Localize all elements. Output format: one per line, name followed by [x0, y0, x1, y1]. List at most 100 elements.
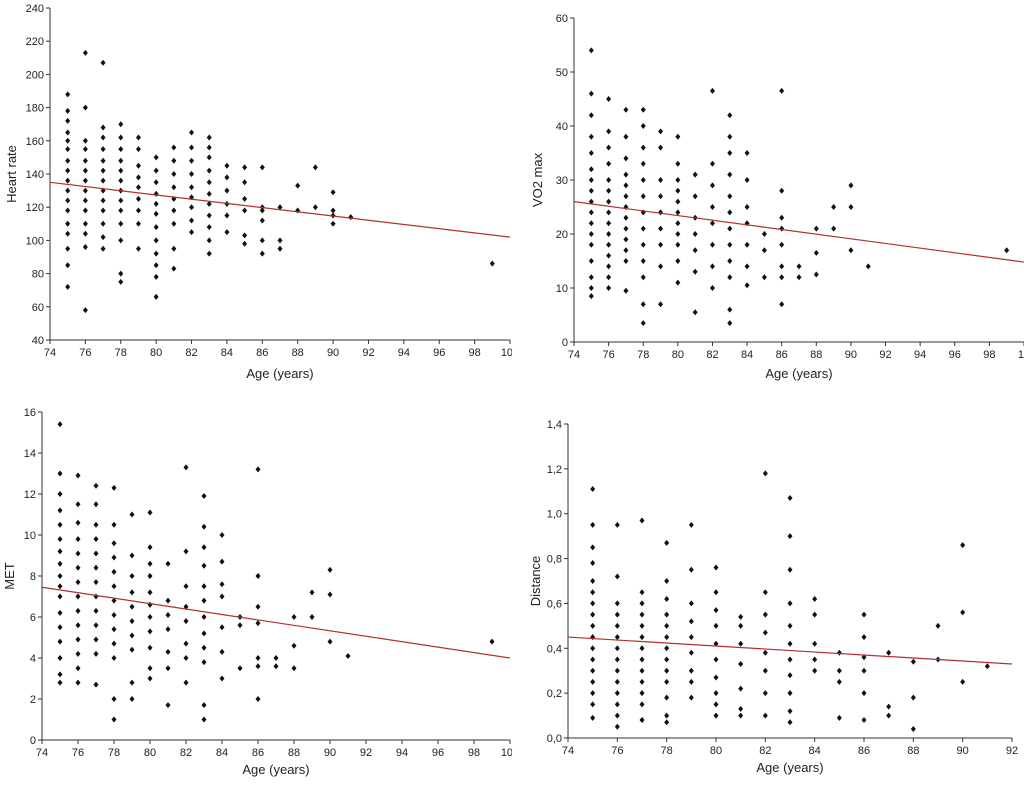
- x-tick-label: 76: [611, 745, 623, 757]
- data-point: [779, 241, 785, 248]
- data-point: [658, 177, 664, 183]
- data-point: [153, 273, 159, 280]
- data-point: [787, 495, 793, 502]
- data-point: [779, 263, 785, 270]
- x-tick-label: 100: [501, 747, 512, 759]
- data-point: [242, 179, 248, 186]
- data-point: [153, 200, 159, 207]
- data-point: [861, 667, 867, 674]
- data-point: [147, 644, 153, 651]
- data-point: [727, 193, 733, 200]
- data-point: [242, 195, 248, 202]
- data-point: [489, 638, 495, 645]
- data-point: [57, 609, 63, 616]
- y-tick-label: 1,4: [547, 419, 562, 431]
- regression-line: [49, 181, 511, 238]
- data-point: [65, 91, 71, 98]
- data-point: [129, 696, 135, 702]
- data-point: [82, 307, 88, 314]
- data-point: [57, 521, 63, 528]
- data-point: [57, 638, 63, 645]
- data-point: [82, 137, 88, 144]
- y-tick-label: 10: [556, 283, 568, 295]
- data-point: [224, 212, 230, 219]
- data-point: [713, 690, 719, 697]
- data-point: [812, 667, 818, 674]
- data-point: [189, 144, 195, 151]
- data-point: [111, 597, 117, 604]
- data-point: [201, 562, 207, 569]
- data-point: [606, 160, 612, 167]
- data-point: [727, 320, 733, 327]
- x-tick-label: 76: [72, 747, 84, 759]
- x-tick-label: 98: [468, 747, 480, 759]
- data-point: [744, 177, 750, 183]
- data-point: [65, 220, 71, 227]
- data-point: [75, 593, 81, 600]
- data-point: [640, 241, 646, 248]
- data-point: [111, 484, 117, 491]
- data-point: [82, 167, 88, 174]
- x-tick-label: 100: [501, 347, 512, 359]
- data-point: [255, 696, 261, 702]
- data-point: [675, 231, 681, 237]
- data-point: [675, 198, 681, 205]
- data-point: [762, 690, 768, 697]
- data-point: [664, 712, 670, 719]
- data-point: [189, 229, 195, 236]
- data-point: [713, 640, 719, 647]
- data-point: [623, 171, 629, 178]
- data-point: [713, 701, 719, 708]
- data-point: [761, 231, 767, 237]
- data-point: [153, 179, 159, 186]
- data-point: [129, 679, 135, 686]
- data-point: [738, 660, 744, 667]
- data-point: [189, 184, 195, 191]
- data-point: [688, 649, 694, 656]
- data-point: [118, 177, 124, 184]
- data-point: [762, 611, 768, 618]
- data-point: [111, 568, 117, 575]
- data-point: [93, 607, 99, 614]
- data-point: [111, 655, 117, 661]
- data-point: [614, 521, 620, 528]
- data-point: [165, 611, 171, 618]
- data-point: [984, 663, 990, 670]
- data-point: [82, 157, 88, 164]
- data-point: [327, 638, 333, 645]
- data-point: [291, 642, 297, 649]
- data-point: [171, 220, 177, 227]
- data-point: [861, 634, 867, 641]
- data-point: [201, 644, 207, 651]
- data-point: [640, 160, 646, 167]
- data-point: [183, 640, 189, 647]
- y-axis-label: MET: [2, 562, 17, 590]
- data-point: [727, 306, 733, 313]
- data-point: [93, 501, 99, 508]
- data-point: [848, 247, 854, 254]
- data-point: [312, 164, 318, 171]
- data-point: [709, 204, 715, 210]
- data-point: [118, 278, 124, 285]
- data-point: [836, 649, 842, 656]
- data-point: [206, 200, 212, 207]
- x-tick-label: 94: [398, 347, 410, 359]
- x-tick-label: 86: [776, 349, 788, 361]
- data-point: [224, 187, 230, 194]
- x-tick-label: 76: [79, 347, 91, 359]
- y-tick-label: 0,6: [547, 598, 562, 610]
- data-point: [727, 225, 733, 232]
- data-point: [201, 614, 207, 620]
- data-point: [57, 679, 63, 686]
- x-tick-label: 78: [637, 349, 649, 361]
- data-point: [588, 198, 594, 205]
- y-tick-label: 40: [556, 121, 568, 133]
- data-point: [201, 493, 207, 500]
- data-point: [640, 144, 646, 151]
- x-tick-label: 90: [957, 745, 969, 757]
- y-tick-label: 8: [30, 571, 36, 583]
- data-point: [688, 678, 694, 685]
- data-point: [688, 634, 694, 641]
- data-point: [762, 629, 768, 636]
- data-point: [709, 285, 715, 291]
